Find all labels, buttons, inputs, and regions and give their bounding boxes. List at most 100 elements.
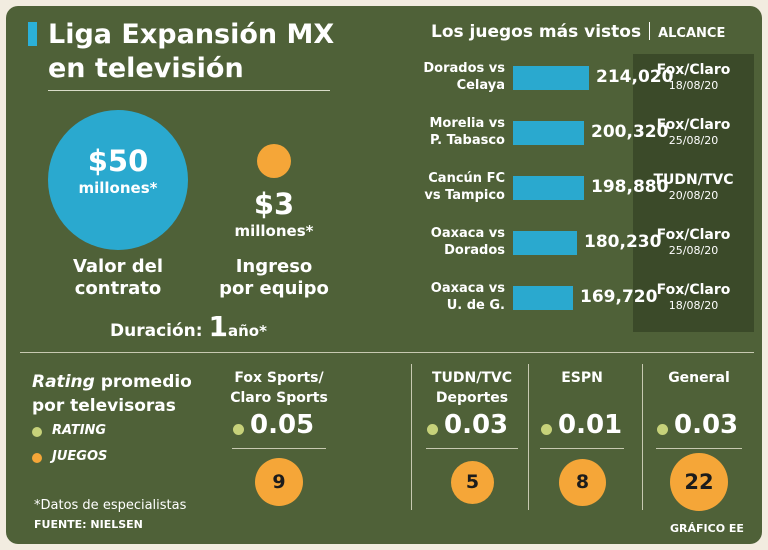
network-label: Fox/Claro 25/08/20	[633, 117, 754, 149]
legend-rating-dot	[32, 427, 42, 437]
column-header: ESPN	[536, 368, 628, 388]
network-name: Fox/Claro	[656, 62, 731, 78]
match-label-line: Dorados vs	[423, 61, 505, 76]
contract-value-circle: $50 millones*	[48, 110, 188, 250]
match-label-line: P. Tabasco	[429, 133, 505, 148]
match-label: Cancún FC vs Tampico	[402, 170, 505, 204]
bar-value-label: 200,320	[591, 122, 669, 142]
games-circle: 8	[559, 459, 606, 506]
match-label-line: vs Tampico	[424, 188, 505, 203]
match-label: Oaxaca vs U. de G.	[402, 280, 505, 314]
contract-label-line-2: contrato	[74, 278, 162, 299]
rating-underline	[540, 448, 624, 449]
contract-duration: Duración: 1año*	[110, 310, 267, 343]
column-header-line: Fox Sports/	[234, 370, 324, 386]
title-line-1: Liga Expansión MX	[48, 19, 335, 50]
title-separator	[649, 22, 651, 40]
bar-value-label: 180,230	[584, 232, 662, 252]
games-count: 8	[575, 471, 590, 493]
broadcast-date: 18/08/20	[668, 299, 719, 312]
bar	[513, 231, 577, 255]
legend-rating-label: RATING	[52, 423, 107, 438]
match-label: Dorados vs Celaya	[402, 60, 505, 94]
match-label-line: Oaxaca vs	[430, 226, 505, 241]
network-label: Fox/Claro 25/08/20	[633, 227, 754, 259]
network-label: Fox/Claro 18/08/20	[633, 282, 754, 314]
graphic-credit: GRÁFICO EE	[670, 522, 744, 535]
bar	[513, 286, 573, 310]
column-header-line: TUDN/TVC	[431, 370, 513, 386]
broadcast-date: 18/08/20	[668, 79, 719, 92]
title-line-2: en televisión	[48, 53, 244, 84]
column-header-line: Deportes	[435, 390, 509, 406]
games-circle: 5	[451, 461, 494, 504]
rating-title-line-2: por televisoras	[32, 396, 176, 416]
team-income-circle	[257, 144, 291, 178]
match-label-line: Dorados	[444, 243, 505, 258]
network-panel	[633, 54, 754, 332]
rating-title: Rating promedio por televisoras	[32, 370, 192, 418]
games-count: 5	[465, 471, 480, 493]
page-title: Liga Expansión MX en televisión	[48, 18, 334, 86]
top-games-title: Los juegos más vistos ALCANCE	[431, 22, 725, 42]
column-divider	[528, 364, 529, 510]
rating-value: 0.05	[250, 410, 315, 440]
title-accent-bar	[28, 22, 37, 46]
match-label-line: Morelia vs	[429, 116, 505, 131]
match-label-line: U. de G.	[446, 298, 505, 313]
rating-value: 0.03	[674, 410, 739, 440]
contract-amount: $50	[87, 144, 149, 178]
rating-title-rest: promedio	[94, 372, 192, 392]
match-label: Morelia vs P. Tabasco	[402, 115, 505, 149]
team-income-label-line-1: Ingreso	[235, 256, 313, 277]
duration-label: Duración:	[110, 321, 203, 341]
network-name: Fox/Claro	[656, 117, 731, 133]
broadcast-date: 20/08/20	[668, 189, 719, 202]
games-count: 9	[272, 471, 286, 493]
title-divider	[48, 90, 330, 91]
top-games-heading: Los juegos más vistos	[431, 22, 642, 42]
bar-value-label: 169,720	[580, 287, 658, 307]
games-circle: 9	[255, 458, 303, 506]
contract-unit: millones*	[78, 179, 158, 197]
broadcast-date: 25/08/20	[668, 244, 719, 257]
duration-value: 1	[208, 310, 228, 343]
rating-underline	[426, 448, 518, 449]
match-label-line: Oaxaca vs	[430, 281, 505, 296]
rating-dot	[657, 424, 668, 435]
bar-value-label: 198,880	[591, 177, 669, 197]
top-games-subheading: ALCANCE	[658, 26, 726, 41]
rating-dot	[427, 424, 438, 435]
rating-value: 0.03	[444, 410, 509, 440]
column-header-line: General	[668, 370, 730, 386]
column-divider	[642, 364, 643, 510]
rating-title-emphasis: Rating	[32, 372, 95, 392]
contract-label-line-1: Valor del	[72, 256, 164, 277]
team-income-label-line-2: por equipo	[219, 278, 329, 299]
match-label-line: Celaya	[456, 78, 505, 93]
column-header: Fox Sports/Claro Sports	[228, 368, 330, 408]
legend-games-label: JUEGOS	[52, 449, 108, 464]
bar-value-label: 214,020	[596, 67, 674, 87]
footnote: *Datos de especialistas	[34, 498, 187, 513]
games-count: 22	[684, 470, 714, 494]
column-header: TUDN/TVC Deportes	[422, 368, 522, 408]
rating-dot	[541, 424, 552, 435]
column-header-line: ESPN	[561, 370, 603, 386]
network-label: TUDN/TVC 20/08/20	[633, 172, 754, 204]
contract-label: Valor del contrato	[48, 256, 188, 300]
infographic-card: Liga Expansión MX en televisión $50 mill…	[6, 6, 762, 544]
bar	[513, 176, 584, 200]
duration-unit: año*	[227, 322, 267, 340]
section-divider	[20, 352, 754, 353]
legend-games-dot	[32, 453, 42, 463]
bar	[513, 121, 584, 145]
rating-dot	[233, 424, 244, 435]
column-divider	[411, 364, 412, 510]
team-income-label: Ingreso por equipo	[206, 256, 342, 300]
column-header-line: Claro Sports	[230, 390, 328, 406]
network-name: Fox/Claro	[656, 227, 731, 243]
rating-underline	[656, 448, 742, 449]
team-income-amount: $3	[253, 187, 295, 221]
games-circle: 22	[670, 453, 728, 511]
